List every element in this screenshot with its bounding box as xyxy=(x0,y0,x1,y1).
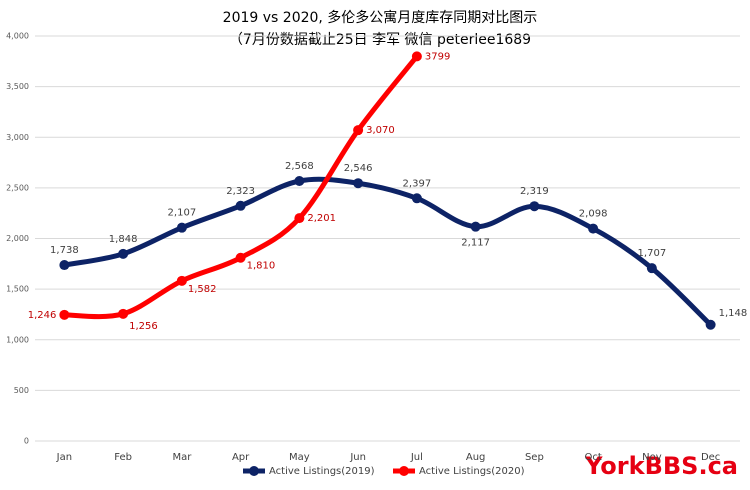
x-tick-label: Aug xyxy=(466,452,486,463)
x-tick-label: Apr xyxy=(232,452,250,463)
data-label: 1,148 xyxy=(719,308,748,319)
data-point xyxy=(353,178,364,189)
data-label: 1,582 xyxy=(188,284,217,295)
data-label: 2,568 xyxy=(285,161,314,172)
data-label: 1,738 xyxy=(50,245,79,256)
x-tick-label: Sep xyxy=(525,452,544,463)
y-tick-label: 2,500 xyxy=(6,183,29,192)
data-point xyxy=(294,175,305,186)
x-tick-label: Dec xyxy=(701,452,720,463)
data-point xyxy=(411,193,422,204)
data-point xyxy=(705,319,716,330)
y-tick-label: 0 xyxy=(24,437,29,446)
data-point xyxy=(588,223,599,234)
legend-marker xyxy=(249,466,259,476)
data-label: 3,070 xyxy=(366,125,395,136)
data-label: 2,397 xyxy=(403,178,432,189)
data-label: 1,246 xyxy=(28,310,57,321)
data-point xyxy=(235,200,246,211)
data-label: 2,546 xyxy=(344,163,373,174)
data-label: 2,201 xyxy=(307,213,336,224)
x-tick-label: Jul xyxy=(410,452,423,463)
data-point xyxy=(235,252,246,263)
data-label: 1,848 xyxy=(109,234,138,245)
watermark: YorkBBS.ca xyxy=(584,452,738,480)
data-point xyxy=(118,308,129,319)
x-tick-label: Oct xyxy=(584,452,601,463)
data-point xyxy=(176,275,187,286)
x-tick-label: Mar xyxy=(172,452,192,463)
data-point xyxy=(294,213,305,224)
data-point xyxy=(59,260,70,271)
legend-label: Active Listings(2019) xyxy=(269,466,375,477)
data-point xyxy=(118,248,129,259)
x-tick-label: Feb xyxy=(114,452,132,463)
legend-label: Active Listings(2020) xyxy=(419,466,525,477)
data-point xyxy=(470,221,481,232)
data-label: 2,107 xyxy=(168,208,197,219)
x-tick-label: Jun xyxy=(349,452,366,463)
data-point xyxy=(353,125,364,136)
data-label: 3799 xyxy=(425,51,450,62)
data-label: 2,319 xyxy=(520,186,549,197)
series: 1,738 1,848 2,107 2,323 2,568 2,546 2,397 2,117… xyxy=(50,161,747,330)
data-point xyxy=(646,263,657,274)
y-tick-label: 1,500 xyxy=(6,285,29,294)
data-label: 2,098 xyxy=(579,209,608,220)
data-label: 1,256 xyxy=(129,321,158,332)
y-tick-label: 3,500 xyxy=(6,82,29,91)
series-line xyxy=(61,176,714,328)
data-point xyxy=(529,201,540,212)
data-point xyxy=(411,51,422,62)
data-point xyxy=(176,222,187,233)
chart-subtitle: （7月份数据截止25日 李军 微信 peterlee1689 xyxy=(229,32,531,48)
data-label: 1,810 xyxy=(247,261,276,272)
y-tick-label: 4,000 xyxy=(6,32,29,41)
x-tick-label: May xyxy=(289,452,310,463)
data-label: 2,117 xyxy=(461,238,490,249)
data-label: 2,323 xyxy=(226,186,255,197)
chart-title: 2019 vs 2020, 多伦多公寓月度库存同期对比图示 xyxy=(223,9,538,26)
y-tick-label: 3,000 xyxy=(6,133,29,142)
x-tick-label: Nov xyxy=(642,452,662,463)
y-tick-label: 1,000 xyxy=(6,335,29,344)
legend-marker xyxy=(399,466,409,476)
y-tick-label: 500 xyxy=(14,386,29,395)
x-tick-label: Jan xyxy=(56,452,72,463)
data-point xyxy=(59,309,70,320)
data-label: 1,707 xyxy=(638,248,667,259)
y-tick-label: 2,000 xyxy=(6,234,29,243)
series: 1,246 1,256 1,582 1,810 2,201 3,070 3799 xyxy=(28,51,450,332)
